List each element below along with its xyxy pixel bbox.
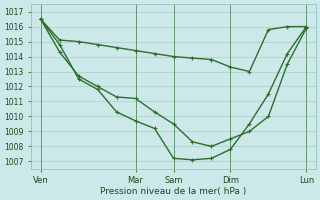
X-axis label: Pression niveau de la mer( hPa ): Pression niveau de la mer( hPa ) xyxy=(100,187,247,196)
